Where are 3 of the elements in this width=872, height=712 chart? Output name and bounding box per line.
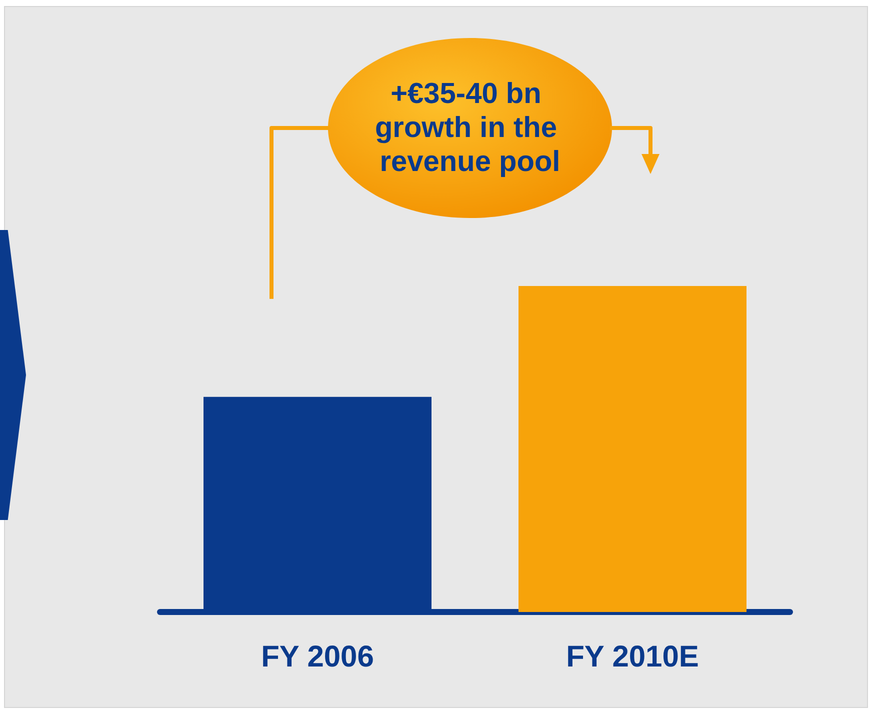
x-tick-label: FY 2010E — [566, 640, 699, 674]
x-tick-label: FY 2006 — [261, 640, 374, 674]
text: +€35-40 bn growth in the revenue pool — [374, 78, 566, 178]
